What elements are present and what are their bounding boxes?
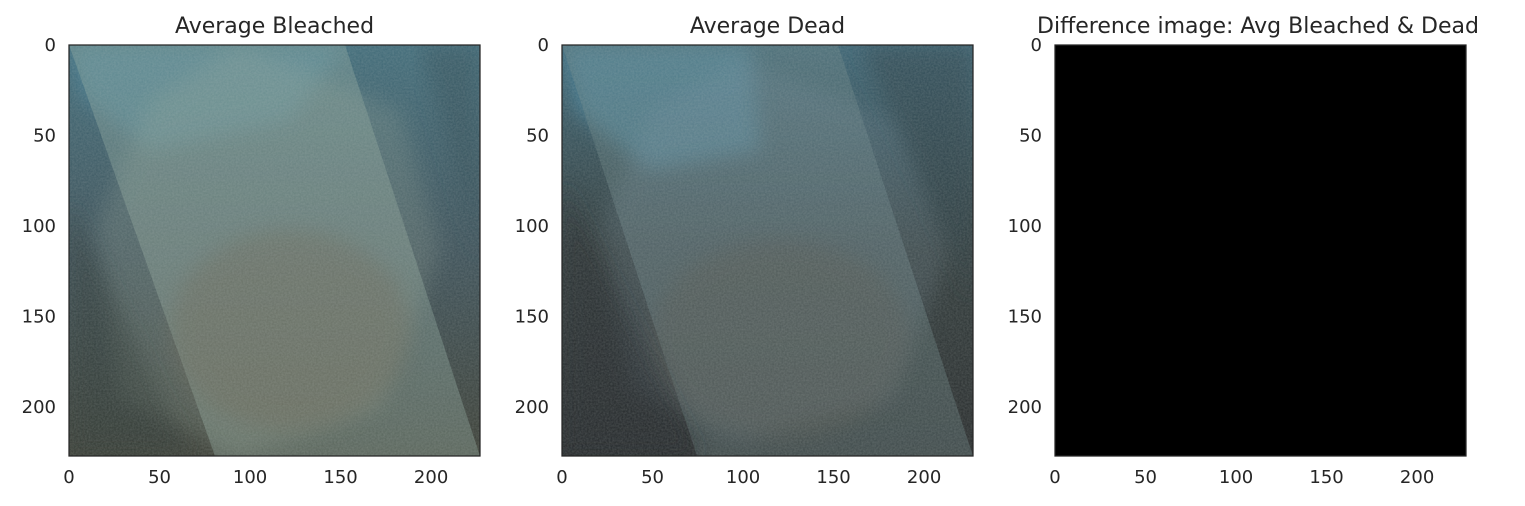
- axis-ticks: 0 50 100 150 200 0 50 100 150 200: [1008, 35, 1435, 488]
- y-tick-label: 200: [22, 397, 56, 418]
- x-tick-label: 200: [1400, 467, 1434, 488]
- y-tick-label: 100: [515, 216, 549, 237]
- x-tick-label: 100: [233, 467, 267, 488]
- image-average-bleached: [69, 45, 480, 456]
- panel-title: Average Dead: [690, 14, 845, 39]
- y-tick-label: 150: [515, 307, 549, 328]
- x-tick-label: 150: [1309, 467, 1343, 488]
- x-tick-label: 200: [907, 467, 941, 488]
- image-average-dead: [562, 45, 973, 456]
- y-tick-label: 150: [1008, 307, 1042, 328]
- panel-average-bleached: Average Bleached 0 50 100 150 200 0 50 100 150 20…: [22, 14, 481, 488]
- y-tick-label: 200: [1008, 397, 1042, 418]
- y-tick-label: 200: [515, 397, 549, 418]
- y-tick-label: 0: [1031, 35, 1042, 56]
- x-tick-label: 150: [816, 467, 850, 488]
- y-tick-label: 50: [1019, 126, 1042, 147]
- axis-ticks: 0 50 100 150 200 0 50 100 150 200: [22, 35, 449, 488]
- axes-frame: [561, 44, 974, 457]
- y-tick-label: 150: [22, 307, 56, 328]
- image-difference: [1055, 45, 1466, 456]
- x-tick-label: 50: [148, 467, 171, 488]
- y-tick-label: 100: [1008, 216, 1042, 237]
- y-tick-label: 50: [526, 126, 549, 147]
- x-tick-label: 0: [63, 467, 74, 488]
- y-tick-label: 100: [22, 216, 56, 237]
- x-tick-label: 50: [1134, 467, 1157, 488]
- panel-title: Difference image: Avg Bleached & Dead: [1037, 14, 1479, 39]
- x-tick-label: 0: [1049, 467, 1060, 488]
- y-tick-label: 50: [33, 126, 56, 147]
- axes-frame: [68, 44, 481, 457]
- y-tick-label: 0: [45, 35, 56, 56]
- axis-ticks: 0 50 100 150 200 0 50 100 150 200: [515, 35, 942, 488]
- y-tick-label: 0: [538, 35, 549, 56]
- x-tick-label: 50: [641, 467, 664, 488]
- x-tick-label: 100: [726, 467, 760, 488]
- x-tick-label: 0: [556, 467, 567, 488]
- panel-difference-image: Difference image: Avg Bleached & Dead 0 5…: [1008, 14, 1479, 488]
- x-tick-label: 100: [1219, 467, 1253, 488]
- x-tick-label: 200: [414, 467, 448, 488]
- panel-title: Average Bleached: [175, 14, 374, 39]
- x-tick-label: 150: [323, 467, 357, 488]
- axes-frame: [1054, 44, 1467, 457]
- panel-average-dead: Average Dead 0 50 100 150 200 0 50 100 150 200: [515, 14, 974, 488]
